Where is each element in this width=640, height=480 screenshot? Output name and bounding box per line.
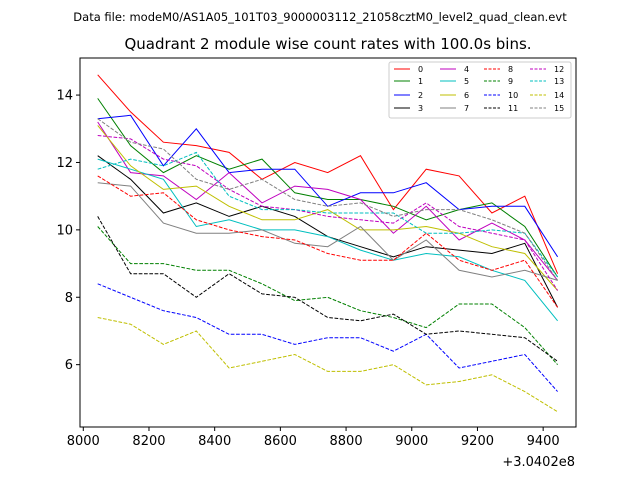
legend-label-9: 9 (508, 77, 513, 86)
legend-label-15: 15 (554, 104, 564, 113)
series-line-13 (97, 151, 559, 278)
legend-label-6: 6 (464, 91, 469, 100)
series-line-8 (97, 175, 559, 308)
x-tick-label: 8000 (67, 434, 100, 449)
x-tick-label: 9400 (527, 434, 560, 449)
y-tick-label: 8 (65, 291, 73, 306)
x-tick-label: 9000 (395, 434, 428, 449)
y-tick-label: 12 (56, 156, 73, 171)
chart-title: Quadrant 2 module wise count rates with … (124, 35, 531, 53)
legend-label-7: 7 (464, 104, 469, 113)
x-tick-label: 9200 (461, 434, 494, 449)
series-line-11 (97, 216, 558, 362)
series-line-14 (97, 317, 558, 413)
legend-label-13: 13 (554, 77, 564, 86)
x-axis: 8000 8200 8400 8600 8800 9000 9200 9400 (67, 427, 560, 449)
x-tick-label: 8800 (330, 434, 363, 449)
legend-label-2: 2 (418, 91, 423, 100)
series-layer (97, 74, 559, 413)
axes-frame (79, 57, 577, 428)
x-tick-label: 8600 (264, 434, 297, 449)
series-line-5 (97, 158, 558, 322)
series-line-12 (97, 135, 559, 291)
legend-label-8: 8 (508, 65, 513, 74)
y-tick-label: 10 (56, 223, 73, 238)
y-tick-label: 6 (65, 358, 73, 373)
series-line-1 (97, 98, 559, 278)
series-line-10 (97, 283, 558, 392)
series-line-9 (97, 226, 558, 366)
legend-label-11: 11 (508, 104, 518, 113)
x-tick-label: 8400 (198, 434, 231, 449)
legend-label-12: 12 (554, 65, 564, 74)
legend-label-5: 5 (464, 77, 469, 86)
suptitle: Data file: modeM0/AS1A05_101T03_90000031… (73, 10, 567, 24)
legend-label-3: 3 (418, 104, 423, 113)
y-axis: 6 8 10 12 14 (56, 89, 80, 373)
legend-label-14: 14 (554, 91, 564, 100)
series-line-4 (97, 121, 558, 281)
series-line-6 (97, 125, 558, 291)
series-line-0 (97, 74, 559, 274)
series-line-7 (97, 182, 558, 281)
plot-area (79, 57, 577, 428)
legend-label-0: 0 (418, 65, 423, 74)
x-tick-label: 8200 (132, 434, 165, 449)
legend-label-4: 4 (464, 65, 469, 74)
legend-frame (388, 61, 572, 119)
series-line-2 (97, 114, 559, 258)
x-offset-label: +3.0402e8 (502, 455, 575, 470)
legend-label-1: 1 (418, 77, 423, 86)
y-tick-label: 14 (56, 89, 73, 104)
legend-label-10: 10 (508, 91, 518, 100)
